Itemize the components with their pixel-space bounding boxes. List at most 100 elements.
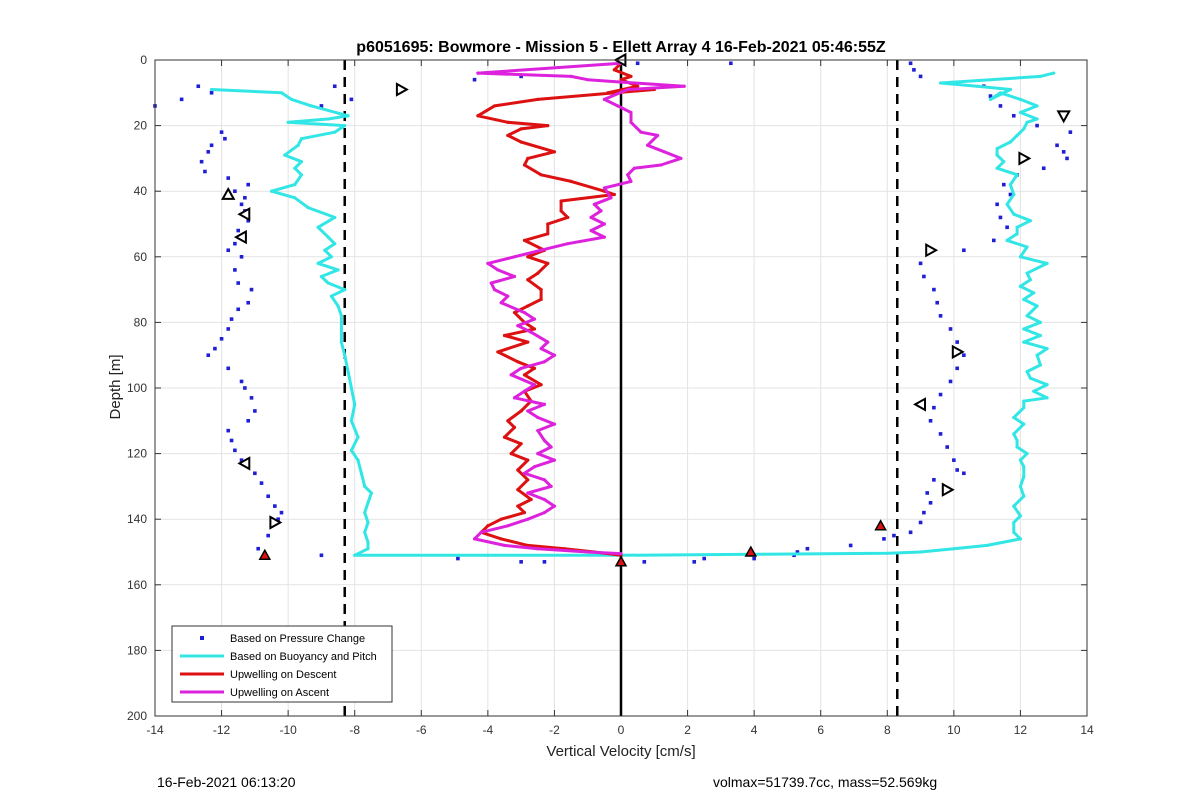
descent-upwelling-line-point: [539, 383, 543, 387]
pressure-change-point: [206, 353, 211, 357]
pressure-change-point: [882, 537, 886, 541]
buoyancy-pitch-line-right-point: [1008, 87, 1013, 92]
buoyancy-pitch-line-left-point: [366, 501, 370, 505]
descent-upwelling-line-point: [529, 497, 533, 502]
buoyancy-pitch-line-left-point: [299, 160, 304, 164]
pressure-change-point: [1068, 130, 1073, 134]
buoyancy-pitch-line-right-point: [1008, 140, 1013, 144]
buoyancy-pitch-line-right-point: [1028, 376, 1033, 380]
ascent-upwelling-line-point: [522, 310, 527, 315]
buoyancy-pitch-line-left-point: [366, 540, 370, 544]
ascent-upwelling-line-point: [536, 429, 540, 433]
ascent-upwelling-line-point: [499, 301, 503, 305]
buoyancy-pitch-line-left-point: [369, 491, 373, 495]
ascent-upwelling-line-point: [512, 396, 517, 400]
descent-upwelling-line-point: [569, 179, 573, 183]
descent-upwelling-line-point: [502, 333, 507, 338]
descent-upwelling-line-point: [509, 452, 513, 456]
ascent-upwelling-line-point: [516, 324, 520, 328]
pressure-change-point: [229, 438, 234, 443]
buoyancy-pitch-line-right-point: [1015, 225, 1019, 229]
pressure-change-point: [319, 553, 324, 558]
descent-upwelling-line-point: [532, 327, 537, 331]
pressure-change-point: [226, 428, 231, 433]
descent-upwelling-line-point: [546, 124, 550, 128]
ascent-upwelling-line-point: [629, 110, 633, 115]
pressure-change-point: [246, 218, 250, 223]
descent-upwelling-line-point: [499, 537, 503, 541]
descent-upwelling-line-point: [519, 140, 523, 144]
pressure-change-point: [266, 533, 270, 538]
descent-upwelling-line-point: [536, 97, 540, 101]
buoyancy-pitch-line-right-point: [1015, 445, 1019, 449]
x-tick-label: 4: [751, 723, 758, 737]
pressure-change-point: [246, 419, 250, 423]
pressure-change-point: [249, 396, 254, 400]
pressure-change-point: [223, 136, 227, 141]
plot-area: -14 -12 -10 -8 -6 -4 -2 0 2 4 6 8 10 12 14020406080100…: [127, 52, 1094, 737]
hollow-triangle-marker: [237, 207, 251, 222]
buoyancy-pitch-line-right-point: [995, 146, 999, 151]
pressure-change-point: [932, 405, 936, 410]
buoyancy-pitch-line-right-point: [1008, 183, 1013, 187]
buoyancy-pitch-line-right-point: [1045, 347, 1049, 351]
descent-upwelling-line-point: [522, 238, 527, 242]
ascent-upwelling-line-point: [549, 445, 553, 449]
hollow-triangle-marker: [941, 482, 955, 497]
pressure-change-point: [945, 445, 949, 449]
legend-box: [171, 625, 393, 703]
buoyancy-pitch-line-left-point: [343, 124, 347, 128]
pressure-change-point: [922, 274, 926, 279]
descent-upwelling-line-point: [492, 104, 497, 108]
pressure-change-point: [642, 560, 647, 564]
ascent-upwelling-line-point: [489, 281, 493, 285]
buoyancy-pitch-line-left-point: [319, 274, 324, 279]
y-tick-label: 0: [140, 53, 147, 67]
buoyancy-pitch-line-left-point: [363, 511, 367, 515]
pressure-change-point: [519, 560, 523, 564]
ascent-upwelling-line-point: [519, 366, 523, 370]
pressure-change-point: [922, 510, 926, 515]
pressure-change-point: [266, 494, 270, 499]
descent-upwelling-line-point: [559, 199, 563, 203]
pressure-change-point: [848, 543, 853, 548]
buoyancy-pitch-line-left-point: [283, 153, 287, 157]
pressure-change-point: [992, 238, 996, 243]
pressure-change-point: [1001, 182, 1006, 187]
buoyancy-pitch-line-right-point: [1018, 97, 1023, 101]
buoyancy-pitch-line-left-point: [209, 87, 214, 92]
buoyancy-pitch-line-right-point: [1018, 110, 1023, 115]
pressure-change-point: [239, 202, 244, 207]
hollow-triangle-marker: [269, 515, 283, 530]
hollow-triangle-marker: [1018, 151, 1032, 166]
buoyancy-pitch-line-left-point: [346, 114, 350, 118]
pressure-change-point: [256, 546, 260, 551]
ascent-upwelling-line-point: [656, 133, 660, 138]
x-tick-label: 8: [884, 723, 891, 737]
buoyancy-pitch-line-right-point: [1038, 74, 1042, 78]
pressure-change-point: [233, 241, 237, 246]
pressure-change-point: [246, 300, 250, 305]
y-tick-label: 140: [127, 512, 147, 526]
ascent-upwelling-line-point: [586, 78, 590, 82]
ascent-upwelling-line-point: [589, 215, 593, 220]
pressure-change-point: [226, 327, 231, 331]
x-tick-label: 14: [1080, 723, 1094, 737]
ascent-upwelling-line-point: [542, 478, 547, 482]
buoyancy-pitch-line-right-point: [1012, 192, 1016, 197]
descent-upwelling-line-point: [506, 120, 510, 124]
y-tick-label: 40: [134, 184, 148, 198]
descent-upwelling-line-point: [486, 524, 490, 528]
hollow-triangle-marker: [925, 243, 939, 258]
pressure-change-point: [249, 287, 254, 292]
buoyancy-pitch-line-left-point: [356, 435, 360, 439]
pressure-change-point: [233, 448, 237, 453]
descent-upwelling-line-point: [526, 340, 530, 344]
buoyancy-pitch-line-left-point: [349, 448, 353, 452]
buoyancy-pitch-line-right-point: [1038, 363, 1042, 367]
x-tick-label: -12: [213, 723, 231, 737]
ascent-upwelling-line-point: [502, 543, 507, 548]
descent-upwelling-line-point: [522, 373, 527, 377]
pressure-change-point: [948, 327, 953, 331]
buoyancy-pitch-line-left-point: [486, 553, 490, 557]
